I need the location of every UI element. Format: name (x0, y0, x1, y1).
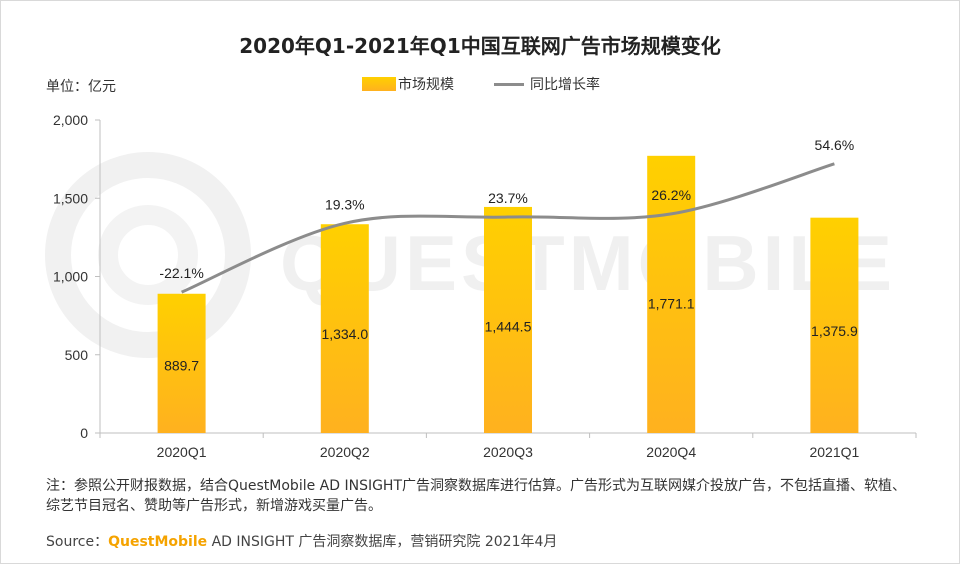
y-tick-label: 1,500 (53, 190, 88, 206)
legend-line-label: 同比增长率 (530, 77, 600, 93)
growth-rate-label: 19.3% (325, 196, 365, 212)
x-tick-label: 2021Q1 (809, 444, 859, 460)
growth-rate-label: 54.6% (815, 137, 855, 153)
legend-bar-label: 市场规模 (398, 77, 454, 93)
source-line: Source：QuestMobile AD INSIGHT 广告洞察数据库，营销… (46, 531, 557, 551)
bar-value-label: 1,375.9 (811, 323, 858, 339)
bar-value-label: 1,771.1 (648, 295, 695, 311)
source-prefix: Source： (46, 534, 109, 550)
y-tick-label: 0 (80, 425, 88, 441)
watermark: QUESTMOBILE (45, 152, 896, 358)
bar-value-label: 1,444.5 (485, 318, 532, 334)
growth-rate-line (181, 162, 835, 294)
growth-rate-label: 26.2% (651, 187, 691, 203)
growth-rate-label: 23.7% (488, 190, 528, 206)
chart-title: 2020年Q1-2021年Q1中国互联网广告市场规模变化 (239, 34, 721, 58)
source-rest: AD INSIGHT 广告洞察数据库，营销研究院 2021年4月 (207, 534, 558, 550)
y-tick-label: 1,000 (53, 269, 88, 285)
bar (647, 155, 696, 433)
watermark-text: QUESTMOBILE (280, 219, 896, 307)
bar (320, 224, 369, 433)
legend-item-line: 同比增长率 (494, 74, 600, 94)
legend-bar-swatch (362, 77, 396, 91)
bar (484, 206, 532, 433)
x-tick-label: 2020Q4 (646, 444, 696, 460)
y-tick-label: 500 (65, 347, 89, 363)
watermark-ring-icon (45, 152, 251, 358)
unit-label: 单位：亿元 (46, 79, 116, 95)
bar (810, 217, 859, 433)
x-tick-label: 2020Q1 (157, 444, 207, 460)
bar (157, 293, 206, 433)
x-tick-label: 2020Q3 (483, 444, 533, 460)
watermark-inner-ring-icon (98, 205, 198, 305)
x-tick-label: 2020Q2 (320, 444, 370, 460)
legend-line-swatch (494, 82, 524, 86)
legend: 市场规模 同比增长率 (362, 74, 640, 94)
y-tick-label: 2,000 (53, 112, 88, 128)
footnote: 注：参照公开财报数据，结合QuestMobile AD INSIGHT广告洞察数… (46, 478, 907, 514)
source-brand: QuestMobile (108, 534, 208, 550)
bar-value-label: 1,334.0 (321, 326, 368, 342)
growth-rate-label: -22.1% (159, 265, 203, 281)
bar-value-label: 889.7 (164, 357, 199, 373)
legend-item-bar: 市场规模 (362, 74, 454, 94)
